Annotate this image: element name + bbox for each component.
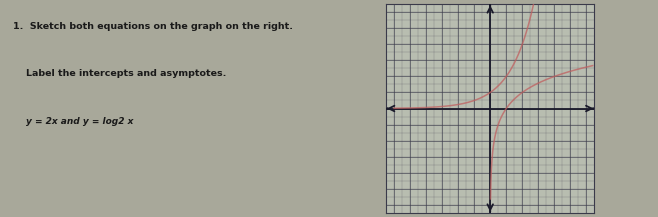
Text: 1.  Sketch both equations on the graph on the right.: 1. Sketch both equations on the graph on… <box>13 22 293 31</box>
Text: Label the intercepts and asymptotes.: Label the intercepts and asymptotes. <box>26 69 227 78</box>
Text: y = 2x and y = log2 x: y = 2x and y = log2 x <box>26 117 134 126</box>
